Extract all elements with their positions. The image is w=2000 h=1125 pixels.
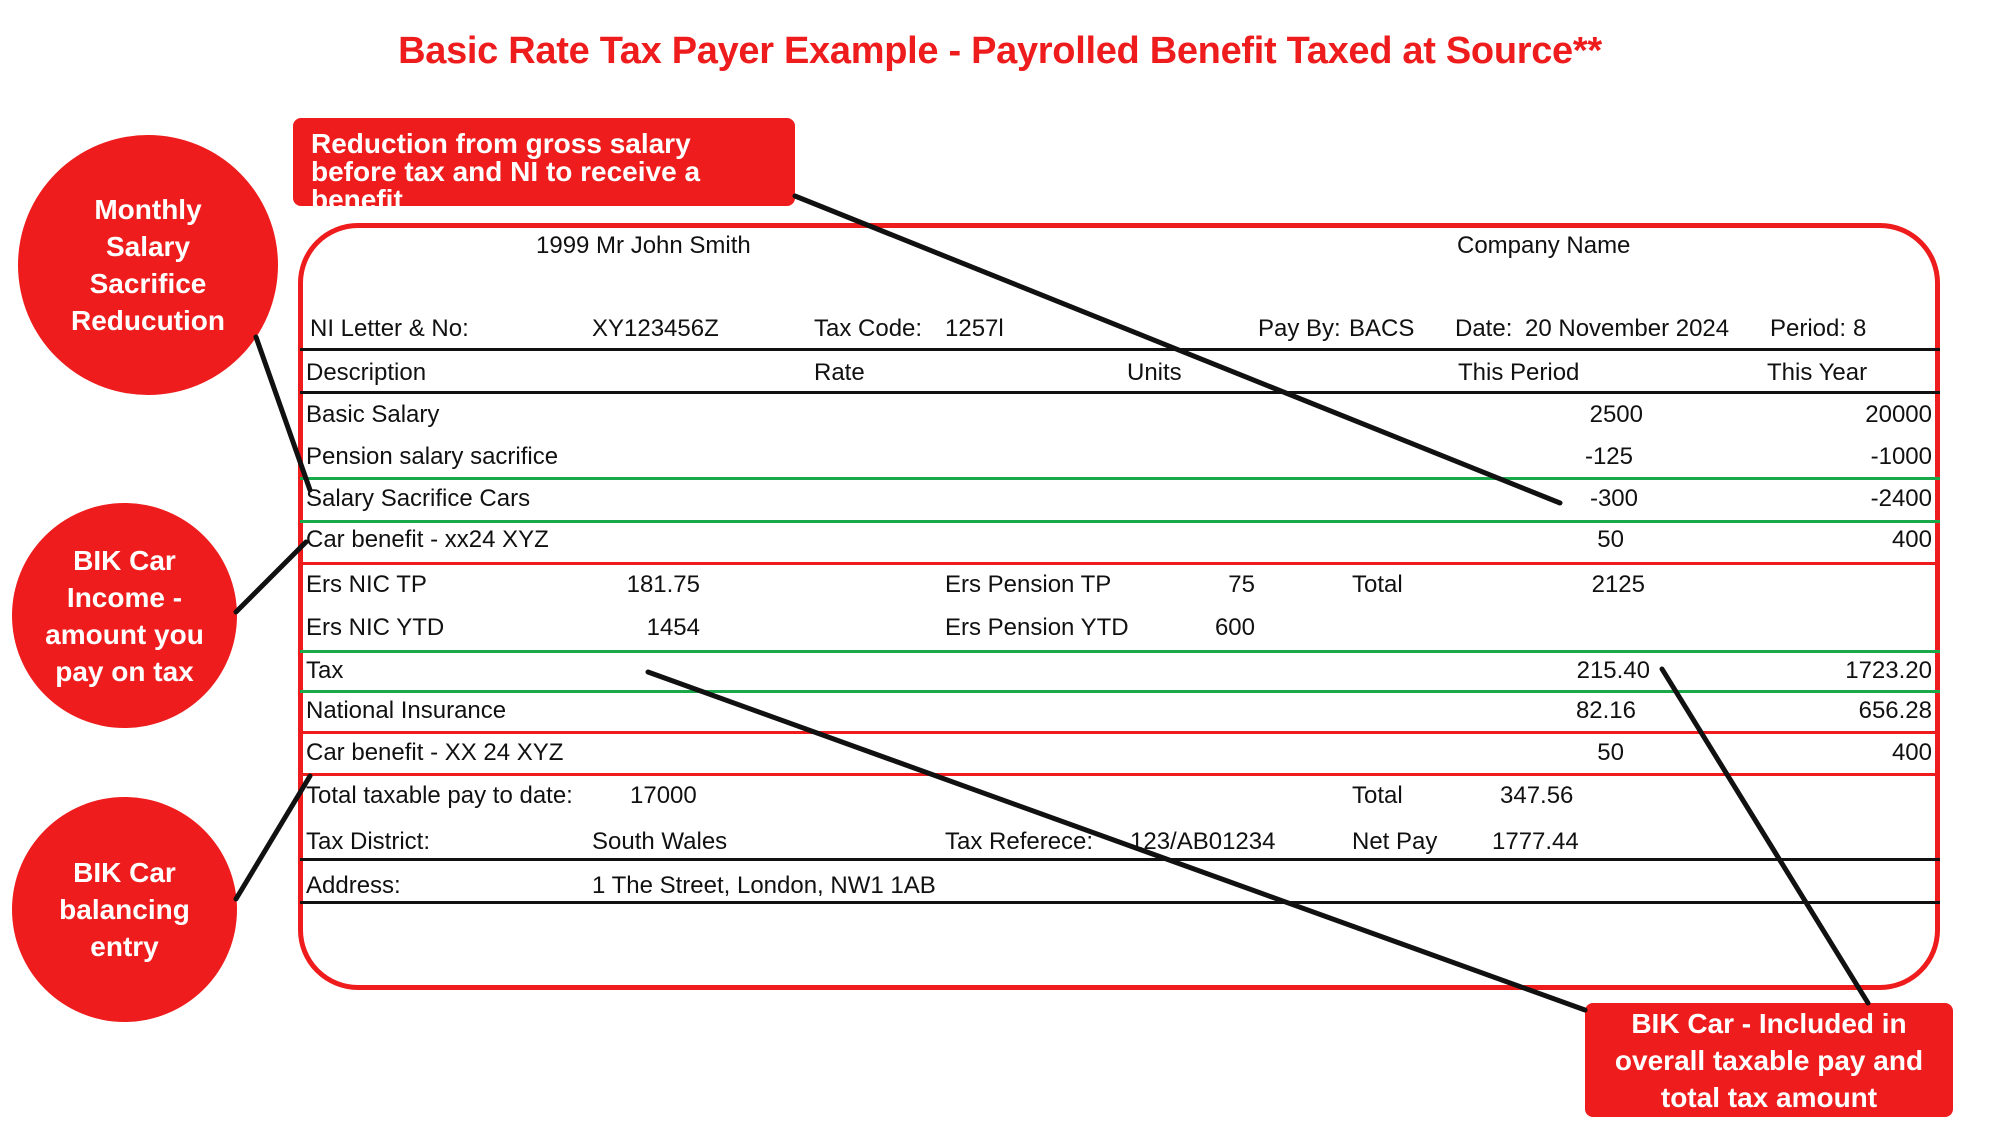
bik-included-callout-text: BIK Car - Included in overall taxable pa… (1614, 1007, 1924, 1113)
rule-address-top (300, 858, 1940, 861)
row-pension-period: -125 (1584, 443, 1633, 470)
car-benefit-deduction-period: 50 (1597, 739, 1624, 766)
reduction-callout-text: Reduction from gross salary before tax a… (311, 128, 701, 215)
row-car-benefit-period: 50 (1597, 526, 1624, 553)
connector-monthly-to-cars (253, 334, 313, 493)
rule-header-bottom (300, 391, 1940, 394)
date-label: Date: (1455, 315, 1513, 342)
row-basic-desc: Basic Salary (306, 401, 440, 428)
car-benefit-deduction-desc: Car benefit - XX 24 XYZ (306, 739, 564, 766)
row-car-benefit-year: 400 (1891, 526, 1932, 553)
tax-year: 1723.20 (1845, 657, 1932, 684)
row-basic-period: 2500 (1589, 401, 1643, 428)
row-cars-year: -2400 (1870, 485, 1932, 512)
row-cars-period: -300 (1589, 485, 1638, 512)
bik-included-callout: BIK Car - Included in overall taxable pa… (1585, 1003, 1953, 1117)
deductions-total-label: Total (1352, 782, 1403, 809)
header-this-year: This Year (1767, 359, 1868, 386)
pay-by-value: BACS (1349, 315, 1415, 342)
connector-bik-balancing-to-car-deduction (233, 773, 313, 902)
page-title: Basic Rate Tax Payer Example - Payrolled… (398, 30, 1602, 72)
taxable-pay-label: Total taxable pay to date: (306, 782, 573, 809)
ni-label: NI Letter & No: (310, 315, 469, 342)
ers-total-label: Total (1352, 571, 1403, 598)
deductions-total-value: 347.56 (1500, 782, 1574, 809)
ers-nic-tp-label: Ers NIC TP (306, 571, 427, 598)
tax-code-label: Tax Code: (814, 315, 923, 342)
bik-balancing-circle: BIK Car balancing entry (12, 797, 237, 1022)
header-units: Units (1127, 359, 1182, 386)
row-pension-desc: Pension salary sacrifice (306, 443, 559, 470)
taxable-pay-value: 17000 (630, 782, 697, 809)
tax-reference-value: 123/AB01234 (1130, 828, 1276, 855)
rule-header-top (300, 348, 1940, 351)
monthly-sacrifice-circle: Monthly Salary Sacrifice Reducution (18, 135, 278, 395)
tax-district-value: South Wales (592, 828, 728, 855)
rule-earnings-end (300, 562, 1940, 565)
tax-reference-label: Tax Referece: (945, 828, 1094, 855)
ers-pension-tp-value: 75 (1228, 571, 1255, 598)
tax-period: 215.40 (1576, 657, 1650, 684)
date-value: 20 November 2024 (1525, 315, 1730, 342)
ni-deduction-desc: National Insurance (306, 697, 507, 724)
rule-car-bottom (300, 773, 1940, 776)
address-value: 1 The Street, London, NW1 1AB (592, 872, 936, 899)
net-pay-value: 1777.44 (1492, 828, 1579, 855)
period-value: 8 (1853, 315, 1867, 342)
payslip-frame (298, 223, 1940, 990)
ers-total-value: 2125 (1591, 571, 1645, 598)
employee-name: 1999 Mr John Smith (536, 232, 751, 259)
rule-highlight-top (300, 477, 1940, 480)
header-this-period: This Period (1458, 359, 1580, 386)
reduction-callout: Reduction from gross salary before tax a… (293, 118, 795, 214)
rule-highlight-bottom (300, 520, 1940, 523)
monthly-sacrifice-text: Monthly Salary Sacrifice Reducution (71, 194, 225, 336)
car-benefit-deduction-year: 400 (1891, 739, 1932, 766)
ers-nic-tp-value: 181.75 (626, 571, 700, 598)
ers-nic-ytd-label: Ers NIC YTD (306, 614, 445, 641)
bik-income-text: BIK Car Income - amount you pay on tax (45, 544, 204, 687)
rule-address-bottom (300, 901, 1940, 904)
rule-tax-bottom (300, 690, 1940, 693)
header-rate: Rate (814, 359, 865, 386)
row-basic-year: 20000 (1865, 401, 1932, 428)
rule-car-top (300, 731, 1940, 734)
bik-balancing-text: BIK Car balancing entry (59, 857, 190, 962)
ni-value: XY123456Z (592, 315, 719, 342)
row-car-benefit-desc: Car benefit - xx24 XYZ (306, 526, 549, 553)
connector-bik-income-to-car-benefit (233, 539, 309, 615)
connector-reduction-to-cars (792, 193, 1563, 506)
row-cars-desc: Salary Sacrifice Cars (306, 485, 531, 512)
ers-pension-ytd-value: 600 (1214, 614, 1255, 641)
period-label: Period: (1770, 315, 1847, 342)
company-name: Company Name (1457, 232, 1631, 259)
net-pay-label: Net Pay (1352, 828, 1438, 855)
connector-tax-to-bik-callout (645, 669, 1588, 1013)
pay-by-label: Pay By: (1258, 315, 1341, 342)
tax-district-label: Tax District: (306, 828, 431, 855)
ers-nic-ytd-value: 1454 (646, 614, 700, 641)
connector-tax-period-to-bik-callout (1659, 666, 1871, 1006)
tax-desc: Tax (306, 657, 344, 684)
header-description: Description (306, 359, 427, 386)
ni-deduction-period: 82.16 (1575, 697, 1636, 724)
ni-deduction-year: 656.28 (1858, 697, 1932, 724)
bik-income-circle: BIK Car Income - amount you pay on tax (12, 503, 237, 728)
tax-code-value: 1257l (945, 315, 1004, 342)
ers-pension-tp-label: Ers Pension TP (945, 571, 1112, 598)
ers-pension-ytd-label: Ers Pension YTD (945, 614, 1129, 641)
address-label: Address: (306, 872, 401, 899)
row-pension-year: -1000 (1870, 443, 1932, 470)
rule-tax-top (300, 650, 1940, 653)
